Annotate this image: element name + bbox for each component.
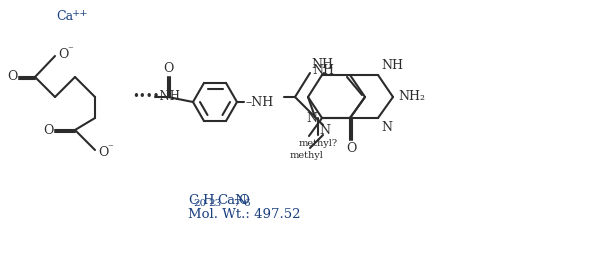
Text: 23: 23 xyxy=(208,199,221,209)
Text: O: O xyxy=(7,70,17,84)
Text: ⁻: ⁻ xyxy=(67,45,73,55)
Text: O: O xyxy=(43,123,53,137)
Text: NH: NH xyxy=(311,58,333,71)
Text: ⁻: ⁻ xyxy=(107,143,113,153)
Text: Mol. Wt.: 497.52: Mol. Wt.: 497.52 xyxy=(188,209,300,222)
Text: –NH: –NH xyxy=(245,96,273,109)
Text: O: O xyxy=(58,48,69,61)
Text: O: O xyxy=(98,145,109,158)
Text: NH₂: NH₂ xyxy=(398,91,425,104)
Text: 6: 6 xyxy=(244,199,250,209)
Text: methyl: methyl xyxy=(290,151,324,161)
Text: C: C xyxy=(188,193,198,206)
Text: NH: NH xyxy=(312,64,334,78)
Text: H: H xyxy=(202,193,214,206)
Text: O: O xyxy=(238,193,249,206)
Text: 20: 20 xyxy=(193,199,207,209)
Text: ••••NH: ••••NH xyxy=(132,90,180,103)
Text: N: N xyxy=(319,123,331,137)
Text: ++: ++ xyxy=(72,9,88,17)
Text: NH: NH xyxy=(381,59,403,72)
Text: Ca: Ca xyxy=(56,10,73,23)
Text: N: N xyxy=(306,111,317,124)
Text: N: N xyxy=(381,121,392,134)
Text: O: O xyxy=(163,62,173,75)
Text: O: O xyxy=(346,141,356,155)
Text: 7: 7 xyxy=(233,199,240,209)
Text: CaN: CaN xyxy=(217,193,247,206)
Text: methyl?: methyl? xyxy=(298,139,337,147)
